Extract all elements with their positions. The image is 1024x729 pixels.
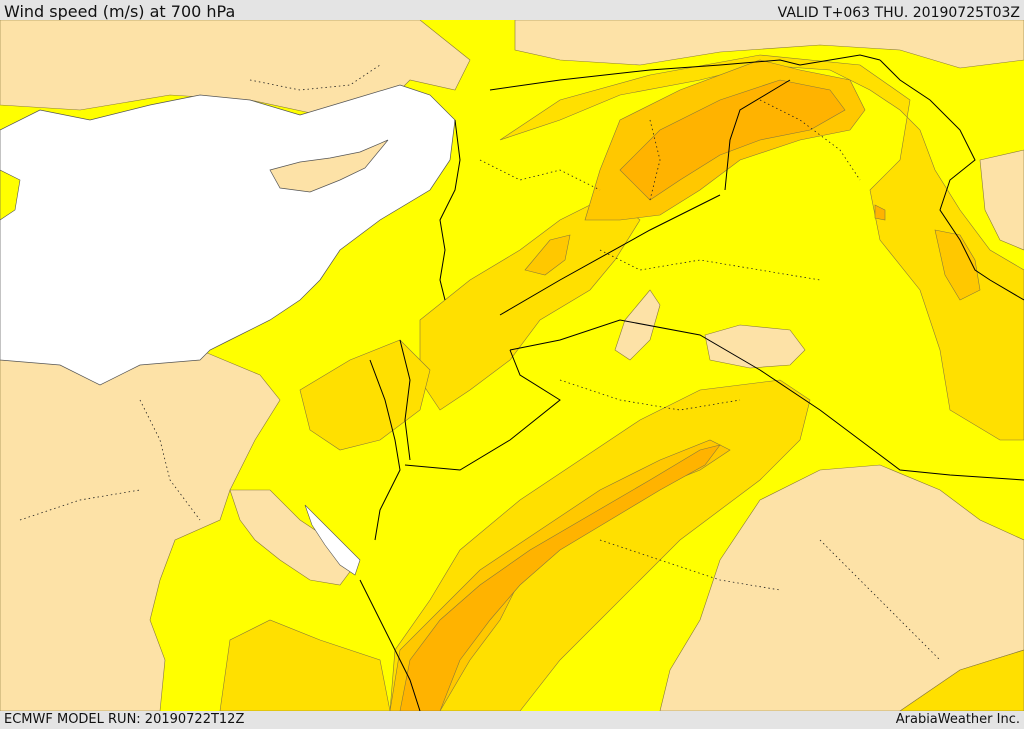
- admin-line-8: [759, 99, 861, 181]
- map-canvas: [0, 20, 1024, 711]
- cyprus-island: [269, 139, 389, 193]
- border-egypt-israel: [369, 359, 401, 541]
- admin-line-1: [479, 159, 601, 191]
- band4-syria-core: [619, 79, 846, 201]
- band3-iraq-strip: [934, 229, 981, 301]
- band4-iraq-dot: [874, 204, 886, 221]
- border-syria-iraq: [489, 54, 881, 91]
- border-jordan-iraq: [499, 194, 721, 316]
- calm-region-jordan-patch: [614, 289, 661, 361]
- calm-region-egypt: [0, 349, 281, 711]
- calm-region-iraq-east: [979, 149, 1024, 251]
- calm-region-jordan-east: [704, 324, 806, 369]
- calm-band-regions: [0, 20, 1024, 711]
- border-syria-iraq-south: [724, 79, 791, 191]
- band4-saudi-core: [399, 444, 721, 711]
- admin-boundaries: [19, 64, 941, 661]
- border-saudi-inner: [359, 579, 421, 711]
- gulf-of-suez: [304, 504, 361, 576]
- admin-line-4: [599, 539, 781, 591]
- band-4-regions: [399, 79, 886, 711]
- border-saudi-jordan-w: [404, 349, 561, 471]
- band2-south: [219, 619, 391, 711]
- map-title: Wind speed (m/s) at 700 hPa: [4, 2, 236, 21]
- calm-region-sinai: [229, 489, 356, 586]
- admin-line-5: [819, 539, 941, 661]
- credit-label: ArabiaWeather Inc.: [895, 712, 1020, 727]
- band2-palestine: [299, 339, 431, 451]
- footer-bar: ECMWF MODEL RUN: 20190722T12Z ArabiaWeat…: [0, 711, 1024, 729]
- admin-line-10: [649, 119, 661, 201]
- country-borders: [359, 54, 1024, 711]
- border-jordan-saudi: [509, 319, 1024, 481]
- band2-levant: [419, 194, 641, 411]
- band2-southeast: [899, 649, 1024, 711]
- model-run-label: ECMWF MODEL RUN: 20190722T12Z: [4, 712, 245, 727]
- border-iraq-iran: [879, 59, 1024, 301]
- admin-line-7: [19, 489, 141, 521]
- header-bar: Wind speed (m/s) at 700 hPa VALID T+063 …: [0, 0, 1024, 21]
- border-israel-jordan: [399, 339, 411, 461]
- calm-region-north-strip: [514, 20, 1024, 69]
- turkey-southcoast-band: [0, 169, 21, 221]
- admin-line-3: [559, 379, 741, 411]
- band3-saudi-jet: [389, 439, 731, 711]
- band3-syria-patch: [524, 234, 571, 276]
- wind-speed-map[interactable]: [0, 20, 1024, 711]
- valid-time-label: VALID T+063 THU. 20190725T03Z: [777, 5, 1020, 21]
- border-lebanon: [439, 119, 461, 301]
